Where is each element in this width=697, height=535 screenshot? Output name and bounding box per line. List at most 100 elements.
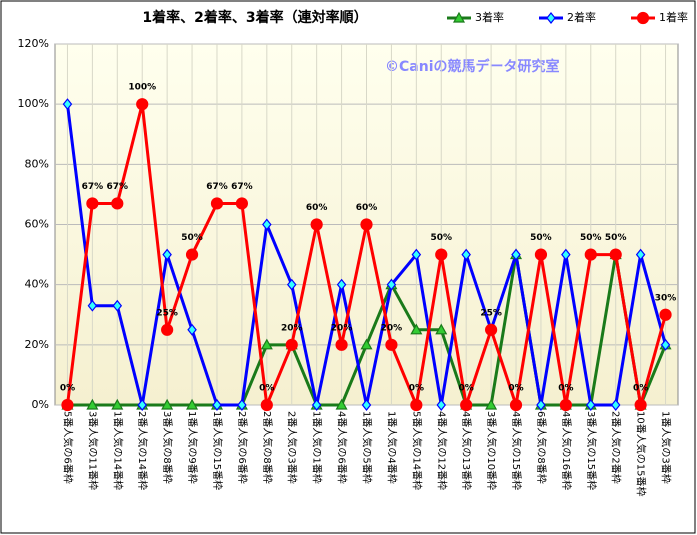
point xyxy=(260,338,273,350)
x-tick-label: 4番人気の15番枠 xyxy=(510,411,523,490)
point xyxy=(360,218,373,231)
x-tick-label: 2番人気の2番枠 xyxy=(610,411,623,484)
point xyxy=(636,11,650,25)
y-tick-label: 20% xyxy=(25,338,49,351)
x-tick-label: 3番人気の11番枠 xyxy=(86,411,99,490)
point xyxy=(385,338,398,351)
y-tick-label: 100% xyxy=(18,97,49,110)
data-label: 67% xyxy=(82,182,104,192)
data-label: 50% xyxy=(430,233,452,243)
data-label: 50% xyxy=(530,233,552,243)
x-tick-label: 3番人気の10番枠 xyxy=(485,411,498,490)
x-tick-label: 2番人気の14番枠 xyxy=(136,411,149,490)
point xyxy=(511,248,521,261)
point xyxy=(460,398,473,412)
legend-label: 2着率 xyxy=(567,10,596,24)
data-label: 50% xyxy=(181,233,203,243)
point xyxy=(536,399,546,411)
point xyxy=(235,197,248,210)
point xyxy=(311,399,322,411)
data-label: 20% xyxy=(331,323,353,333)
point xyxy=(410,323,423,335)
y-tick-label: 0% xyxy=(32,398,49,411)
x-tick-label: 10番人気の15番枠 xyxy=(635,411,648,496)
x-tick-label: 2番人気の3番枠 xyxy=(286,411,299,484)
y-tick-label: 80% xyxy=(25,157,49,170)
x-tick-label: 2番人気の6番枠 xyxy=(236,411,249,484)
watermark: ©Caniの競馬データ研究室 xyxy=(385,58,560,75)
point xyxy=(361,399,372,411)
point xyxy=(659,308,672,321)
point xyxy=(137,399,147,411)
point xyxy=(534,248,548,261)
legend-label: 3着率 xyxy=(475,10,504,24)
x-tick-label: 2番人気の8番枠 xyxy=(261,411,274,484)
chart-title: 1着率、2着率、3着率（連対率順） xyxy=(142,9,367,26)
point xyxy=(436,399,447,411)
data-label: 0% xyxy=(259,384,274,394)
point xyxy=(161,323,174,336)
point xyxy=(136,98,149,111)
point xyxy=(62,98,73,111)
point xyxy=(360,338,373,350)
point xyxy=(286,278,297,291)
data-label: 50% xyxy=(580,233,602,243)
data-label: 0% xyxy=(459,384,474,394)
point xyxy=(561,248,571,261)
point xyxy=(609,248,622,261)
point xyxy=(187,323,197,336)
x-tick-label: 1番人気の14番枠 xyxy=(111,411,124,490)
x-tick-label: 5番人気の6番枠 xyxy=(61,411,74,484)
point xyxy=(411,248,422,261)
point xyxy=(87,299,98,312)
point xyxy=(435,323,448,335)
y-tick-label: 120% xyxy=(18,37,49,50)
x-tick-label: 4番人気の13番枠 xyxy=(460,411,473,490)
data-label: 20% xyxy=(381,323,403,333)
data-label: 60% xyxy=(356,203,378,213)
data-label: 20% xyxy=(281,323,303,333)
x-tick-label: 4番人気の16番枠 xyxy=(560,411,573,490)
data-label: 0% xyxy=(558,384,573,394)
point xyxy=(410,398,423,412)
point xyxy=(285,338,298,351)
point xyxy=(485,398,498,410)
x-tick-label: 1番人気の3番枠 xyxy=(660,411,673,484)
point xyxy=(260,398,273,412)
x-tick-label: 1番人気の15番枠 xyxy=(211,411,224,490)
point xyxy=(452,11,466,23)
data-label: 25% xyxy=(156,308,178,318)
point xyxy=(485,323,498,336)
x-tick-label: 1番人気の4番枠 xyxy=(385,411,398,484)
point xyxy=(111,197,124,210)
x-tick-label: 3番人気の15番枠 xyxy=(585,411,598,490)
x-tick-label: 6番人気の8番枠 xyxy=(535,411,548,484)
y-tick-label: 60% xyxy=(25,218,49,231)
point xyxy=(86,197,99,210)
data-label: 100% xyxy=(128,83,156,93)
x-tick-label: 4番人気の6番枠 xyxy=(336,411,349,484)
data-label: 67% xyxy=(107,182,129,192)
point xyxy=(461,248,471,261)
point xyxy=(335,338,348,351)
point xyxy=(509,398,523,412)
x-tick-label: 3番人気の8番枠 xyxy=(161,411,174,484)
x-tick-label: 1番人気の9番枠 xyxy=(186,411,199,484)
point xyxy=(610,399,621,411)
point xyxy=(86,398,99,410)
point xyxy=(210,197,224,210)
point xyxy=(586,399,596,411)
x-tick-label: 5番人気の14番枠 xyxy=(410,411,423,490)
point xyxy=(161,398,174,410)
point xyxy=(237,399,247,411)
point xyxy=(635,248,646,261)
legend-label: 1着率 xyxy=(659,10,688,24)
point xyxy=(185,248,199,261)
point xyxy=(212,399,222,411)
x-tick-label: 4番人気の12番枠 xyxy=(435,411,448,490)
point xyxy=(262,218,272,231)
data-label: 67% xyxy=(206,182,228,192)
point xyxy=(584,248,597,261)
data-label: 0% xyxy=(409,384,424,394)
point xyxy=(335,398,348,410)
